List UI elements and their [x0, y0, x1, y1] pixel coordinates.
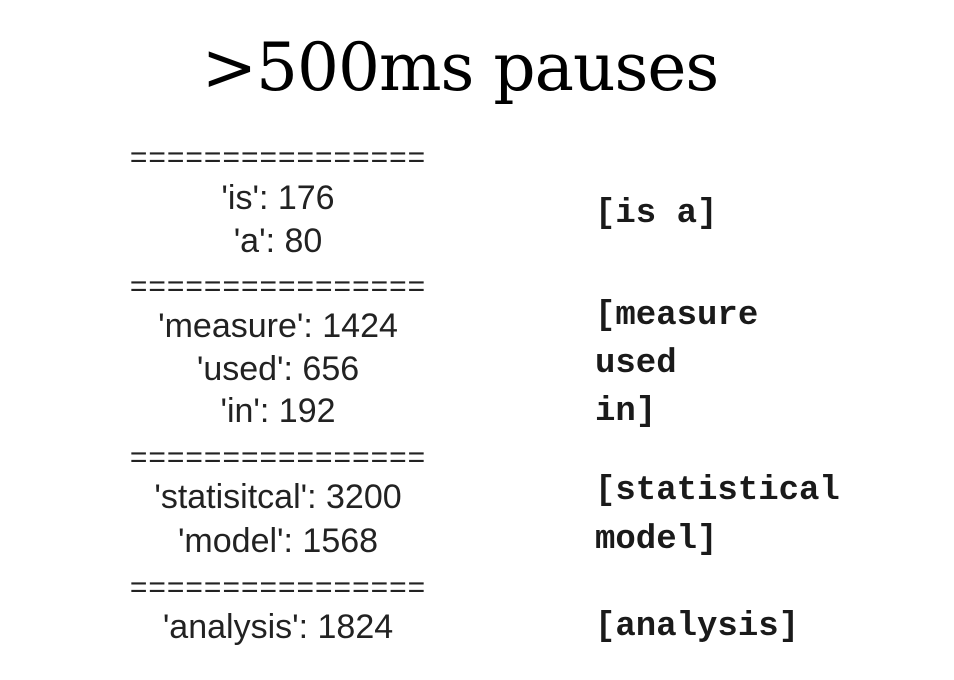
phrase-statistical-line-1: [statistical: [595, 472, 840, 510]
separator-line: ================: [129, 141, 427, 174]
phrase-analysis: [analysis]: [595, 608, 800, 646]
phrase-measure-line-3: in]: [595, 393, 657, 431]
phrase-statistical-line-2: model]: [595, 521, 718, 559]
separator-line: ================: [129, 571, 427, 604]
word-count-statisitcal: 'statisitcal': 3200: [154, 478, 402, 516]
phrase-measure-line-2: used: [595, 345, 677, 383]
word-count-is: 'is': 176: [221, 179, 335, 217]
slide-title: >500ms pauses: [201, 29, 720, 106]
separator-line: ================: [129, 441, 427, 474]
phrase-measure-line-1: [measure: [595, 297, 759, 335]
word-count-analysis: 'analysis': 1824: [162, 608, 394, 646]
word-count-measure: 'measure': 1424: [158, 307, 398, 345]
separator-line: ================: [129, 270, 427, 303]
word-count-used: 'used': 656: [196, 350, 360, 388]
phrase-is-a: [is a]: [595, 195, 718, 233]
word-count-in: 'in': 192: [220, 392, 336, 430]
word-count-model: 'model': 1568: [177, 522, 379, 560]
word-count-a: 'a': 80: [233, 222, 323, 260]
